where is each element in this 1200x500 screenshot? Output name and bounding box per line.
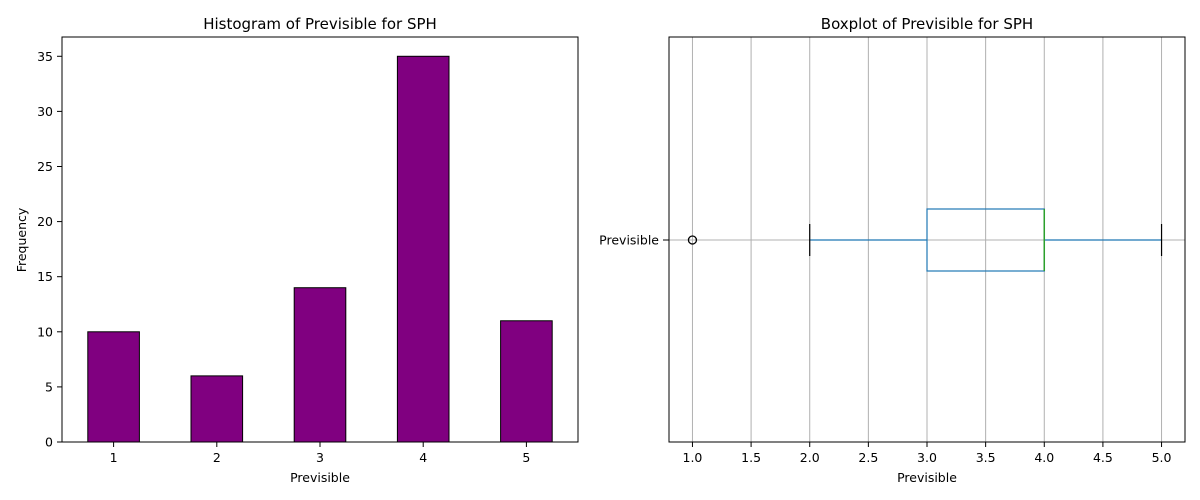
- histogram-x-tick-label: 2: [213, 450, 221, 465]
- histogram-x-axis-label: Previsible: [290, 470, 350, 485]
- boxplot-y-ticks: Previsible: [599, 233, 669, 248]
- histogram-y-tick-label: 10: [37, 324, 53, 339]
- boxplot-x-tick-label: 4.5: [1093, 450, 1113, 465]
- histogram-y-tick-label: 25: [37, 159, 53, 174]
- histogram-y-tick-label: 5: [45, 379, 53, 394]
- boxplot-y-tick-label: Previsible: [599, 233, 659, 248]
- histogram-bars: [87, 55, 553, 443]
- histogram-chart: Histogram of Previsible for SPH 05101520…: [14, 15, 579, 485]
- boxplot-elements: [687, 208, 1163, 272]
- boxplot-x-tick-label: 1.5: [741, 450, 761, 465]
- histogram-x-tick-label: 5: [522, 450, 530, 465]
- histogram-x-tick-label: 4: [419, 450, 427, 465]
- histogram-frame: [61, 36, 579, 443]
- boxplot-x-ticks: 1.0 1.5 2.0 2.5 3.0 3.5 4.0 4.5 5.0: [683, 442, 1172, 465]
- boxplot-title: Boxplot of Previsible for SPH: [821, 15, 1033, 33]
- histogram-title: Histogram of Previsible for SPH: [203, 15, 437, 33]
- histogram-y-axis-label: Frequency: [14, 207, 29, 272]
- boxplot-outlier: [687, 235, 698, 245]
- histogram-bar: [396, 55, 450, 443]
- boxplot-x-tick-label: 1.0: [683, 450, 703, 465]
- histogram-y-tick-label: 15: [37, 269, 53, 284]
- histogram-y-ticks: 0 5 10 15 20 25 30 35: [37, 49, 62, 450]
- histogram-y-tick-label: 30: [37, 104, 53, 119]
- boxplot-x-tick-label: 4.0: [1034, 450, 1054, 465]
- boxplot-x-tick-label: 5.0: [1152, 450, 1172, 465]
- histogram-bar: [87, 331, 140, 443]
- histogram-bar: [293, 287, 347, 443]
- boxplot-x-tick-label: 2.0: [800, 450, 820, 465]
- histogram-x-tick-label: 3: [316, 450, 324, 465]
- histogram-y-tick-label: 0: [45, 435, 53, 450]
- histogram-y-tick-label: 35: [37, 49, 53, 64]
- boxplot-x-axis-label: Previsible: [897, 470, 957, 485]
- boxplot-x-tick-label: 3.5: [976, 450, 996, 465]
- boxplot-frame: [668, 36, 1186, 443]
- boxplot-chart: Boxplot of Previsible for SPH 1.0 1.5 2.0 2…: [599, 15, 1186, 485]
- histogram-y-tick-label: 20: [37, 214, 53, 229]
- histogram-x-ticks: 1 2 3 4 5: [110, 442, 530, 465]
- histogram-bar: [500, 320, 553, 443]
- histogram-x-tick-label: 1: [110, 450, 118, 465]
- boxplot-x-tick-label: 3.0: [917, 450, 937, 465]
- boxplot-x-tick-label: 2.5: [858, 450, 878, 465]
- histogram-bar: [190, 375, 244, 443]
